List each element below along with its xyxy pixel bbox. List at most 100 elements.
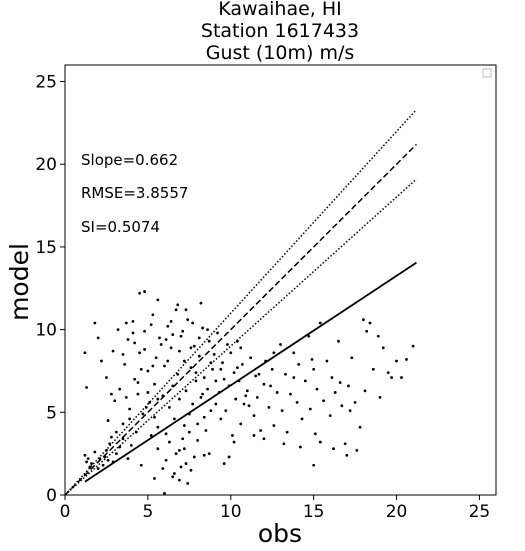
data-point <box>181 437 184 440</box>
data-point <box>83 351 86 354</box>
data-point <box>319 322 322 325</box>
data-point <box>299 446 302 449</box>
data-point <box>312 464 315 467</box>
y-tick-label: 25 <box>35 73 57 93</box>
data-point <box>405 358 408 361</box>
data-point <box>180 335 183 338</box>
data-point <box>161 394 164 397</box>
data-point <box>122 353 125 356</box>
data-point <box>123 363 126 366</box>
data-point <box>329 414 332 417</box>
data-point <box>132 320 135 323</box>
data-point <box>151 365 154 368</box>
data-point <box>115 452 118 455</box>
data-point <box>244 394 247 397</box>
data-point <box>395 360 398 363</box>
x-tick-label: 0 <box>60 502 71 522</box>
data-point <box>253 414 256 417</box>
data-point <box>209 409 212 412</box>
data-point <box>307 335 310 338</box>
data-point <box>83 454 86 457</box>
data-point <box>198 355 201 358</box>
data-point <box>133 378 136 381</box>
data-point <box>362 318 365 321</box>
data-point <box>340 404 343 407</box>
data-point <box>201 327 204 330</box>
data-point <box>196 439 199 442</box>
data-point <box>272 351 275 354</box>
data-point <box>377 335 380 338</box>
data-point <box>234 398 237 401</box>
data-point <box>112 350 115 353</box>
data-point <box>178 449 181 452</box>
data-point <box>276 391 279 394</box>
data-point <box>259 429 262 432</box>
data-point <box>228 384 231 387</box>
data-point <box>296 401 299 404</box>
data-point <box>170 320 173 323</box>
data-point <box>208 452 211 455</box>
data-point <box>271 368 274 371</box>
data-point <box>246 389 249 392</box>
data-point <box>190 346 193 349</box>
data-point <box>171 333 174 336</box>
slope-annotation: Slope=0.662 <box>81 151 178 169</box>
data-point <box>229 351 232 354</box>
data-point <box>175 308 178 311</box>
x-tick-label: 15 <box>303 502 325 522</box>
si-annotation: SI=0.5074 <box>81 218 160 236</box>
data-point <box>195 371 198 374</box>
data-point <box>165 459 168 462</box>
data-point <box>236 340 239 343</box>
data-point <box>286 431 289 434</box>
data-point <box>163 492 166 495</box>
data-point <box>281 409 284 412</box>
data-point <box>334 391 337 394</box>
data-point <box>132 332 135 335</box>
y-tick-label: 5 <box>46 403 57 423</box>
data-point <box>258 373 261 376</box>
data-point <box>90 462 93 465</box>
data-point <box>105 449 108 452</box>
data-point <box>140 368 143 371</box>
data-point <box>203 416 206 419</box>
x-tick-label: 10 <box>220 502 242 522</box>
data-point <box>339 381 342 384</box>
data-point <box>137 381 140 384</box>
data-point <box>156 447 159 450</box>
data-point <box>176 303 179 306</box>
data-point <box>128 408 131 411</box>
data-point <box>122 422 125 425</box>
data-point <box>146 370 149 373</box>
data-point <box>188 413 191 416</box>
data-point <box>171 384 174 387</box>
data-point <box>322 399 325 402</box>
data-point <box>209 361 212 364</box>
x-tick-label: 20 <box>386 502 408 522</box>
data-point <box>337 340 340 343</box>
data-point <box>211 368 214 371</box>
data-point <box>208 340 211 343</box>
data-point <box>110 436 113 439</box>
data-point <box>218 391 221 394</box>
data-point <box>185 462 188 465</box>
data-point <box>183 360 186 363</box>
data-point <box>137 393 140 396</box>
data-point <box>231 434 234 437</box>
data-point <box>176 373 179 376</box>
data-point <box>347 384 350 387</box>
data-point <box>253 434 256 437</box>
data-point <box>309 408 312 411</box>
data-point <box>195 379 198 382</box>
y-tick-label: 10 <box>35 321 57 341</box>
data-point <box>161 467 164 470</box>
data-point <box>311 358 314 361</box>
data-point <box>85 461 88 464</box>
data-point <box>138 351 141 354</box>
data-point <box>185 308 188 311</box>
data-point <box>140 464 143 467</box>
data-point <box>166 325 169 328</box>
data-point <box>263 383 266 386</box>
data-point <box>203 454 206 457</box>
data-point <box>87 457 90 460</box>
